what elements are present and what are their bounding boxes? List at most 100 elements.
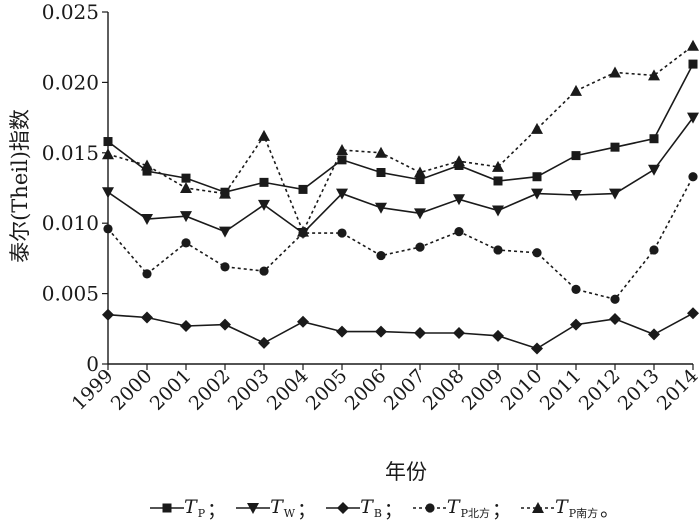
data-point bbox=[180, 319, 192, 332]
data-point bbox=[102, 187, 114, 199]
y-tick-label: 0.010 bbox=[42, 211, 99, 235]
data-point bbox=[142, 269, 152, 279]
y-tick-label: 0 bbox=[86, 352, 99, 376]
data-point bbox=[649, 134, 659, 144]
legend-separator: ； bbox=[207, 498, 227, 521]
series-T-P北方 bbox=[103, 172, 698, 304]
data-point bbox=[375, 202, 387, 214]
data-point bbox=[571, 151, 581, 161]
data-point bbox=[453, 327, 465, 340]
x-axis-label: 年份 bbox=[385, 460, 427, 484]
data-point bbox=[493, 245, 503, 255]
data-point bbox=[492, 205, 504, 217]
data-point bbox=[453, 155, 465, 167]
legend-label: TP bbox=[184, 496, 206, 520]
legend-separator: ； bbox=[383, 498, 403, 521]
data-point bbox=[493, 176, 503, 186]
data-point bbox=[648, 328, 660, 341]
data-point bbox=[687, 39, 699, 51]
legend-swatch bbox=[326, 502, 361, 514]
legend-item: TP； bbox=[150, 495, 236, 522]
series-line bbox=[107, 117, 694, 235]
data-point bbox=[609, 188, 621, 200]
data-point bbox=[142, 166, 152, 176]
data-point bbox=[687, 307, 699, 320]
legend-marker bbox=[247, 503, 260, 514]
data-point bbox=[414, 166, 426, 178]
x-tick-label: 2004 bbox=[263, 365, 313, 415]
data-point bbox=[610, 294, 620, 304]
legend-item: TP北方； bbox=[412, 495, 521, 522]
data-point bbox=[141, 311, 153, 324]
data-point bbox=[532, 248, 542, 258]
data-point bbox=[648, 69, 660, 81]
data-point bbox=[610, 142, 620, 152]
x-tick-label: 2005 bbox=[302, 365, 352, 415]
data-point bbox=[337, 228, 347, 238]
data-point bbox=[219, 226, 231, 238]
x-tick-label: 2006 bbox=[341, 365, 391, 415]
data-point bbox=[570, 190, 582, 202]
legend-marker bbox=[425, 503, 435, 513]
data-point bbox=[180, 182, 192, 193]
data-point bbox=[180, 211, 192, 223]
y-tick-label: 0.005 bbox=[42, 282, 99, 306]
data-point bbox=[414, 327, 426, 340]
series-line bbox=[107, 176, 694, 301]
y-tick-label: 0.020 bbox=[42, 70, 99, 94]
data-point bbox=[103, 137, 113, 147]
data-point bbox=[102, 148, 114, 160]
data-point bbox=[375, 325, 387, 338]
data-point bbox=[648, 164, 660, 176]
data-point bbox=[531, 188, 543, 200]
data-point bbox=[492, 329, 504, 342]
data-point bbox=[376, 168, 386, 178]
x-tick-label: 2000 bbox=[107, 365, 157, 415]
data-point bbox=[336, 325, 348, 338]
data-point bbox=[531, 342, 543, 355]
data-point bbox=[258, 199, 270, 211]
legend-separator: ； bbox=[492, 498, 512, 521]
x-tick-label: 2011 bbox=[536, 365, 586, 415]
y-tick-label: 0.025 bbox=[42, 0, 99, 24]
data-point bbox=[102, 308, 114, 321]
legend-label: TP南方 bbox=[555, 495, 599, 520]
series-T-B bbox=[102, 307, 699, 355]
data-point bbox=[570, 84, 582, 96]
legend-marker bbox=[337, 502, 350, 514]
data-point bbox=[259, 266, 269, 276]
series-T-W bbox=[102, 112, 699, 240]
data-point bbox=[219, 187, 231, 199]
series-line bbox=[107, 63, 694, 194]
data-point bbox=[259, 177, 269, 187]
legend-item: TP南方。 bbox=[521, 495, 629, 522]
data-point bbox=[454, 227, 464, 237]
data-point bbox=[297, 225, 309, 237]
data-point bbox=[219, 318, 231, 331]
axes: 00.0050.0100.0150.0200.02519992000200120… bbox=[42, 0, 700, 415]
data-point bbox=[415, 175, 425, 185]
data-point bbox=[181, 173, 191, 183]
data-point bbox=[688, 172, 698, 182]
data-point bbox=[258, 336, 270, 349]
legend-separator: ； bbox=[297, 498, 317, 521]
y-tick-label: 0.015 bbox=[42, 141, 99, 165]
x-tick-label: 2001 bbox=[146, 365, 196, 415]
x-tick-label: 2008 bbox=[419, 365, 469, 415]
legend-item: TB； bbox=[326, 495, 413, 522]
data-point bbox=[337, 155, 347, 165]
data-point bbox=[453, 194, 465, 206]
data-point bbox=[415, 242, 425, 252]
x-tick-label: 2012 bbox=[575, 365, 625, 415]
data-point bbox=[687, 112, 699, 124]
x-tick-label: 2003 bbox=[224, 365, 274, 415]
data-point bbox=[609, 312, 621, 325]
data-point bbox=[141, 159, 153, 171]
data-point bbox=[297, 315, 309, 328]
legend-swatch bbox=[236, 503, 271, 514]
x-tick-label: 2009 bbox=[458, 365, 508, 415]
legend-label: TP北方 bbox=[446, 495, 491, 520]
series-line bbox=[107, 45, 694, 234]
x-tick-label: 2010 bbox=[497, 365, 547, 415]
